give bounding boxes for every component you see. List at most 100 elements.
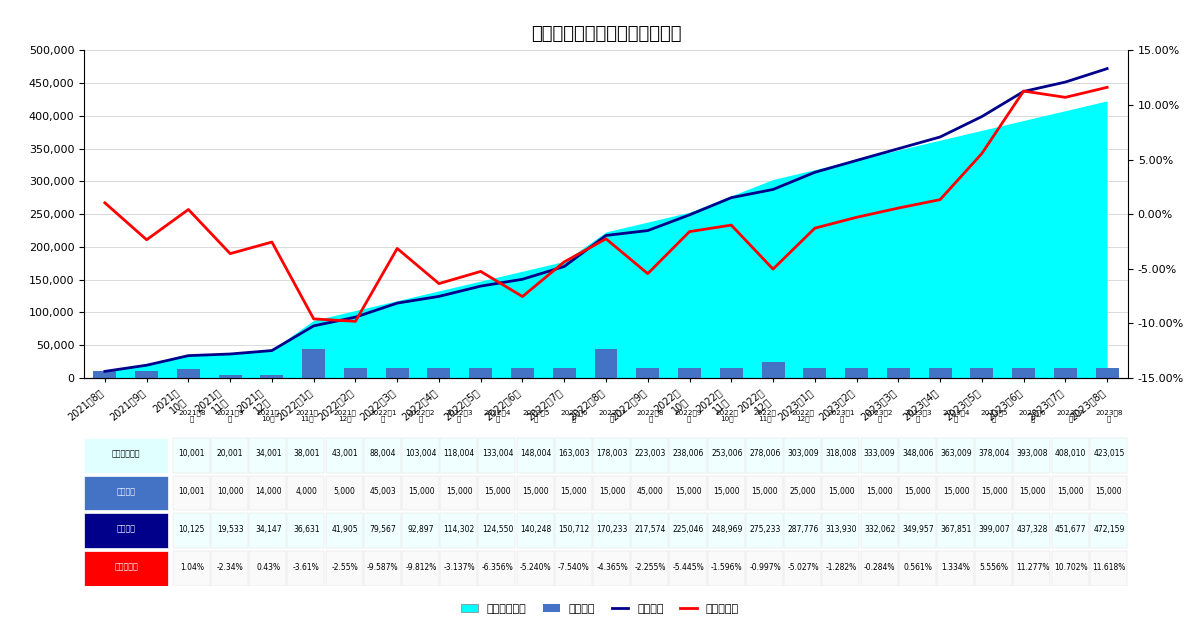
Text: -9.587%: -9.587% [367, 563, 398, 571]
Text: 2022年5
月: 2022年5 月 [522, 410, 550, 422]
Bar [899, 513, 936, 548]
Bar [364, 513, 401, 548]
Text: 38,001: 38,001 [293, 449, 319, 458]
Bar [976, 438, 1013, 472]
Text: 114,302: 114,302 [444, 525, 475, 534]
Bar [469, 368, 492, 378]
Text: 41,905: 41,905 [331, 525, 358, 534]
Bar [1090, 476, 1127, 510]
Text: 2023年6
月: 2023年6 月 [1019, 410, 1046, 422]
Bar [845, 368, 868, 378]
Text: 2022年3
月: 2022年3 月 [445, 410, 473, 422]
Bar [1051, 438, 1088, 472]
Bar [211, 513, 248, 548]
Bar [1090, 551, 1127, 586]
Bar [976, 551, 1013, 586]
Text: 20,001: 20,001 [217, 449, 244, 458]
Text: 140,248: 140,248 [520, 525, 551, 534]
Text: 34,147: 34,147 [254, 525, 282, 534]
Bar [887, 368, 910, 378]
Text: 303,009: 303,009 [787, 449, 820, 458]
Bar [173, 551, 210, 586]
Text: -2.255%: -2.255% [635, 563, 666, 571]
Text: 15,000: 15,000 [751, 487, 779, 496]
Text: -3.61%: -3.61% [293, 563, 320, 571]
Text: 受渡金額合計: 受渡金額合計 [112, 449, 140, 458]
Text: 2023年3
月: 2023年3 月 [904, 410, 931, 422]
Bar [250, 551, 287, 586]
Bar [364, 476, 401, 510]
Text: 2022年9
月: 2022年9 月 [674, 410, 702, 422]
Bar [1013, 476, 1050, 510]
Bar [211, 476, 248, 510]
Text: 118,004: 118,004 [444, 449, 475, 458]
Text: 437,328: 437,328 [1016, 525, 1048, 534]
Bar [173, 438, 210, 472]
Text: 2022年2
月: 2022年2 月 [407, 410, 434, 422]
Text: 133,004: 133,004 [481, 449, 514, 458]
Text: 92,897: 92,897 [408, 525, 434, 534]
Text: 15,000: 15,000 [866, 487, 893, 496]
Bar [427, 368, 450, 378]
Text: 15,000: 15,000 [828, 487, 854, 496]
Text: 2022年7
月: 2022年7 月 [599, 410, 626, 422]
Bar [762, 362, 785, 378]
Bar [971, 368, 994, 378]
Bar [784, 551, 821, 586]
Text: 2021年
11月: 2021年 11月 [295, 410, 318, 422]
Text: 2023年4
月: 2023年4 月 [942, 410, 970, 422]
Text: 15,000: 15,000 [980, 487, 1008, 496]
Bar [364, 438, 401, 472]
Text: 10,000: 10,000 [217, 487, 244, 496]
Bar [402, 551, 439, 586]
Text: 150,712: 150,712 [558, 525, 589, 534]
Bar [670, 476, 707, 510]
Text: 25,000: 25,000 [790, 487, 816, 496]
Bar [746, 513, 782, 548]
Text: 評価損益率: 評価損益率 [114, 563, 138, 571]
Bar [479, 438, 516, 472]
Text: 0.561%: 0.561% [904, 563, 932, 571]
Bar [631, 476, 668, 510]
Text: 15,000: 15,000 [408, 487, 434, 496]
Bar [593, 476, 630, 510]
Bar [84, 551, 168, 586]
Text: 15,000: 15,000 [599, 487, 625, 496]
Bar [554, 513, 592, 548]
Bar [344, 368, 367, 378]
Bar [1054, 368, 1076, 378]
Bar [402, 476, 439, 510]
Text: -5.445%: -5.445% [673, 563, 704, 571]
Bar [440, 551, 478, 586]
Text: 11.277%: 11.277% [1015, 563, 1049, 571]
Text: 223,003: 223,003 [635, 449, 666, 458]
Bar [860, 476, 898, 510]
Bar [440, 438, 478, 472]
Text: 15,000: 15,000 [1096, 487, 1122, 496]
Bar [860, 513, 898, 548]
Text: 423,015: 423,015 [1093, 449, 1124, 458]
Bar [479, 476, 516, 510]
Text: 349,957: 349,957 [902, 525, 934, 534]
Text: 10,001: 10,001 [179, 449, 205, 458]
Text: 88,004: 88,004 [370, 449, 396, 458]
Bar [822, 476, 859, 510]
Text: 2022年4
月: 2022年4 月 [484, 410, 511, 422]
Text: 2023年1
月: 2023年1 月 [828, 410, 856, 422]
Text: 43,001: 43,001 [331, 449, 358, 458]
Bar [1013, 551, 1050, 586]
Bar [1051, 551, 1088, 586]
Text: 333,009: 333,009 [864, 449, 895, 458]
Bar [822, 438, 859, 472]
Text: 408,010: 408,010 [1055, 449, 1086, 458]
Text: 124,550: 124,550 [482, 525, 514, 534]
Text: 11.618%: 11.618% [1092, 563, 1126, 571]
Bar [402, 513, 439, 548]
Bar [1013, 438, 1050, 472]
Text: 253,006: 253,006 [712, 449, 743, 458]
Text: 2021年9
月: 2021年9 月 [216, 410, 244, 422]
Text: 363,009: 363,009 [941, 449, 972, 458]
Text: 2021年
12月: 2021年 12月 [334, 410, 356, 422]
Bar [385, 368, 409, 378]
Bar [1096, 368, 1118, 378]
